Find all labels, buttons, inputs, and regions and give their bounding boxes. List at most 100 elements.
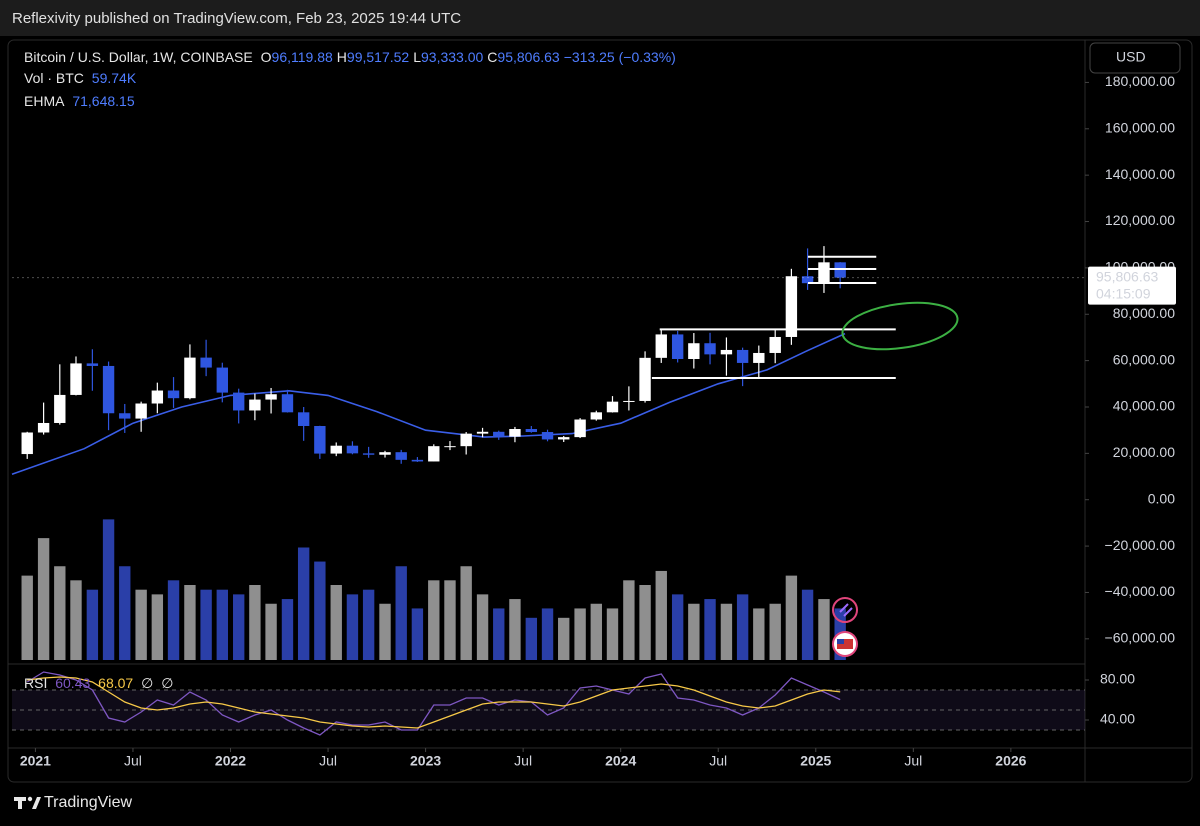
- flag-canton: [837, 639, 844, 644]
- candle-body: [346, 445, 359, 454]
- y-tick-label: −40,000.00: [1105, 583, 1176, 599]
- volume-bar: [688, 603, 700, 660]
- rsi-tick-label: 40.00: [1100, 711, 1135, 727]
- currency-button[interactable]: [1089, 42, 1181, 74]
- countdown: 04:15:09: [1096, 285, 1151, 301]
- candle-body: [297, 412, 310, 426]
- x-tick-label: 2025: [800, 753, 831, 769]
- candle-body: [460, 433, 472, 447]
- candle-body: [558, 437, 570, 440]
- ohlc-value: 93,333.00: [421, 49, 484, 65]
- volume-bar: [460, 566, 472, 660]
- y-tick-label: 140,000.00: [1105, 166, 1175, 182]
- volume-bar: [509, 599, 521, 660]
- rsi-ma-line: [27, 676, 841, 729]
- candle-body: [574, 419, 586, 438]
- ohlc-value: 99,517.52: [346, 49, 410, 65]
- candle-body: [54, 394, 66, 423]
- y-tick-label: 120,000.00: [1105, 212, 1175, 228]
- y-tick-label: −20,000.00: [1105, 537, 1176, 553]
- ohlc-key: C: [487, 49, 498, 65]
- candle-body: [37, 422, 50, 433]
- volume-bar: [330, 585, 342, 660]
- volume-bar: [297, 547, 310, 660]
- volume-bar: [769, 603, 781, 660]
- candle-body: [21, 432, 33, 455]
- candle-body: [151, 390, 164, 404]
- volume-bar: [476, 594, 489, 660]
- candle-body: [639, 357, 651, 401]
- candle-body: [200, 357, 212, 368]
- symbol-title: Bitcoin / U.S. Dollar, 1W, COINBASE: [24, 49, 253, 65]
- logo-part: [18, 797, 22, 809]
- volume-bar: [119, 566, 131, 660]
- volume-bar: [395, 566, 407, 660]
- volume-name: Vol · BTC: [24, 70, 84, 86]
- volume-bar: [720, 603, 733, 660]
- candle-body: [623, 400, 635, 402]
- volume-bar: [574, 608, 586, 660]
- candle-body: [655, 334, 667, 358]
- volume-bar: [753, 608, 765, 660]
- candle-body: [606, 401, 619, 413]
- volume-bar: [21, 575, 33, 660]
- candle-body: [493, 431, 505, 437]
- last-price-label: 95,806.63: [1096, 268, 1158, 284]
- ehma-last: 71,648.15: [72, 93, 135, 109]
- ohlc-key: O: [260, 49, 272, 65]
- ehma-legend: EHMA 71,648.15: [24, 93, 139, 109]
- currency-label[interactable]: USD: [1116, 49, 1146, 65]
- volume-bar: [639, 585, 651, 660]
- logo-part: [27, 796, 33, 802]
- brand: TradingView: [44, 794, 133, 811]
- publisher: Reflexivity published on TradingView.com…: [12, 10, 462, 27]
- candle-body: [233, 392, 245, 411]
- candle-body: [720, 349, 733, 355]
- candle-body: [184, 357, 196, 399]
- volume-bar: [671, 594, 684, 660]
- logo: [14, 796, 41, 809]
- ohlc-value: 95,806.63: [497, 49, 560, 65]
- candle-body: [801, 276, 814, 284]
- logo-part: [32, 797, 41, 809]
- event-icon-mark: [839, 603, 853, 617]
- candle-body: [509, 429, 521, 437]
- change: −313.25 (−0.33%): [563, 49, 676, 65]
- volume-bar: [558, 617, 570, 660]
- x-tick-label: Jul: [514, 753, 532, 769]
- volume-bar: [590, 603, 602, 660]
- volume-bar: [102, 519, 115, 660]
- last-price-tag: [1088, 266, 1176, 305]
- x-tick-label: Jul: [904, 753, 922, 769]
- x-tick-label: 2026: [995, 753, 1026, 769]
- volume-bar: [86, 589, 99, 660]
- event-icon[interactable]: [832, 597, 858, 623]
- symbol-legend: Bitcoin / U.S. Dollar, 1W, COINBASE O96,…: [24, 49, 680, 65]
- ohlc-value: 96,119.88: [271, 49, 333, 65]
- candle-body: [476, 431, 489, 434]
- ehma-name: EHMA: [24, 93, 65, 109]
- x-tick-label: Jul: [709, 753, 727, 769]
- volume-bar: [818, 599, 830, 660]
- candle-body: [671, 334, 684, 359]
- ohlc-key: H: [336, 49, 347, 65]
- y-tick-label: −60,000.00: [1105, 630, 1176, 646]
- candle-body: [314, 425, 326, 454]
- volume-bar: [525, 617, 538, 660]
- volume-bar: [493, 608, 505, 660]
- rsi-line: [26, 671, 841, 736]
- volume-bar: [233, 594, 245, 660]
- rsi-extra: ∅: [141, 675, 154, 691]
- rsi-name: RSI: [24, 675, 48, 691]
- volume-bar: [200, 589, 212, 660]
- candle-body: [167, 390, 180, 399]
- x-tick-label: 2022: [215, 753, 246, 769]
- volume-bar: [704, 599, 716, 660]
- volume-bar: [785, 575, 798, 660]
- rsi-legend: RSI 60.43 68.07 ∅ ∅: [24, 675, 177, 692]
- volume-bar: [249, 585, 261, 660]
- volume-bar: [411, 608, 424, 660]
- candle-body: [590, 412, 602, 420]
- candle-body: [70, 363, 82, 395]
